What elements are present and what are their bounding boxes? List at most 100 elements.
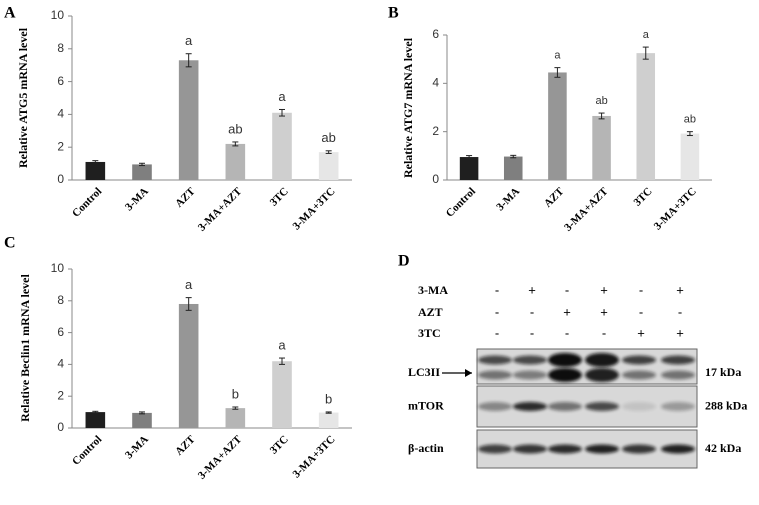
error-bar: [686, 131, 693, 137]
treatment-sign: -: [602, 325, 606, 340]
blot-band: [548, 444, 582, 454]
y-tick-label: 8: [57, 293, 64, 307]
blot-band: [585, 353, 619, 367]
bar: [178, 60, 199, 180]
annotation: a: [554, 50, 561, 62]
x-tick-label: 3-MA: [123, 433, 151, 461]
x-tick-label: 3TC: [268, 433, 291, 456]
bar: [680, 133, 700, 180]
blot-band: [478, 402, 512, 411]
y-axis-label: Relative ATG7 mRNA level: [401, 37, 415, 178]
treatment-sign: -: [639, 304, 643, 319]
error-bar: [510, 154, 517, 159]
treatment-sign: -: [495, 304, 499, 319]
blot-band: [548, 353, 582, 367]
blot-band: [513, 402, 547, 411]
blot-band: [478, 370, 512, 380]
band-size: 17 kDa: [705, 365, 741, 379]
y-tick-label: 2: [57, 139, 64, 153]
blot-band: [513, 444, 547, 454]
y-tick-label: 4: [57, 357, 64, 371]
treatment-sign: +: [528, 282, 536, 297]
treatment-sign: +: [600, 282, 608, 297]
blot-band: [585, 402, 619, 411]
panel-letter: A: [4, 5, 16, 22]
treatment-sign: +: [676, 282, 684, 297]
error-bar: [279, 108, 285, 117]
bar: [592, 115, 611, 180]
treatment-label: 3TC: [418, 326, 441, 340]
bar: [85, 161, 106, 180]
annotation: ab: [595, 95, 607, 107]
blot-band: [478, 355, 512, 365]
blot-band: [622, 444, 656, 454]
x-tick-label: 3-MA+3TC: [652, 185, 699, 232]
y-tick-label: 10: [51, 8, 65, 22]
error-bar: [139, 411, 145, 415]
annotation: a: [643, 29, 650, 41]
blot-band: [585, 444, 619, 454]
treatment-sign: +: [637, 325, 645, 340]
band-size: 288 kDa: [705, 398, 747, 412]
x-tick-label: 3TC: [631, 185, 654, 208]
y-tick-label: 10: [51, 261, 65, 275]
annotation: a: [185, 33, 193, 48]
bar: [636, 53, 656, 180]
error-bar: [642, 46, 649, 60]
treatment-sign: -: [495, 282, 499, 297]
annotation: b: [325, 391, 332, 406]
bar: [459, 157, 479, 180]
error-bar: [279, 357, 285, 365]
bar: [225, 143, 246, 180]
x-tick-label: 3-MA: [123, 185, 151, 213]
x-tick-label: Control: [444, 185, 478, 219]
treatment-sign: +: [563, 304, 571, 319]
y-axis-label: Relative Beclin1 mRNA level: [18, 274, 32, 422]
y-tick-label: 4: [432, 76, 439, 90]
bar: [132, 412, 152, 428]
bar: [318, 412, 339, 428]
y-axis-label: Relative ATG5 mRNA level: [16, 27, 30, 168]
blot-band: [585, 368, 619, 382]
blot-band: [622, 402, 656, 411]
error-bar: [325, 411, 332, 414]
bar: [178, 303, 199, 428]
y-tick-label: 2: [432, 124, 439, 138]
blot-band: [661, 355, 695, 365]
y-tick-label: 6: [432, 27, 439, 41]
error-bar: [185, 53, 192, 68]
blot-band: [661, 370, 695, 380]
y-tick-label: 8: [57, 41, 64, 55]
bar: [318, 152, 339, 180]
blot-band: [622, 370, 656, 380]
x-tick-label: 3-MA+AZT: [562, 185, 611, 234]
treatment-sign: +: [600, 304, 608, 319]
error-bar: [92, 410, 99, 414]
error-bar: [554, 67, 561, 78]
bar: [272, 361, 292, 428]
blot-band: [661, 444, 695, 454]
bar: [503, 156, 523, 180]
treatment-label: 3-MA: [418, 283, 448, 297]
blot-band: [513, 370, 547, 380]
panel-letter: C: [4, 235, 16, 252]
band-label: LC3II: [408, 365, 440, 379]
x-tick-label: 3-MA+AZT: [196, 433, 245, 482]
error-bar: [92, 160, 99, 164]
annotation: b: [232, 386, 239, 401]
band-size: 42 kDa: [705, 441, 741, 455]
annotation: a: [278, 337, 286, 352]
blot-band: [513, 355, 547, 365]
error-bar: [466, 155, 473, 159]
annotation: ab: [684, 114, 696, 126]
blot-band: [478, 444, 512, 454]
panel-letter: D: [398, 253, 410, 270]
x-tick-label: 3-MA: [494, 185, 522, 213]
band-arrow-head: [465, 369, 472, 377]
y-tick-label: 6: [57, 325, 64, 339]
y-tick-label: 2: [57, 388, 64, 402]
x-tick-label: Control: [70, 185, 104, 219]
treatment-sign: -: [565, 282, 569, 297]
bar: [85, 412, 106, 428]
